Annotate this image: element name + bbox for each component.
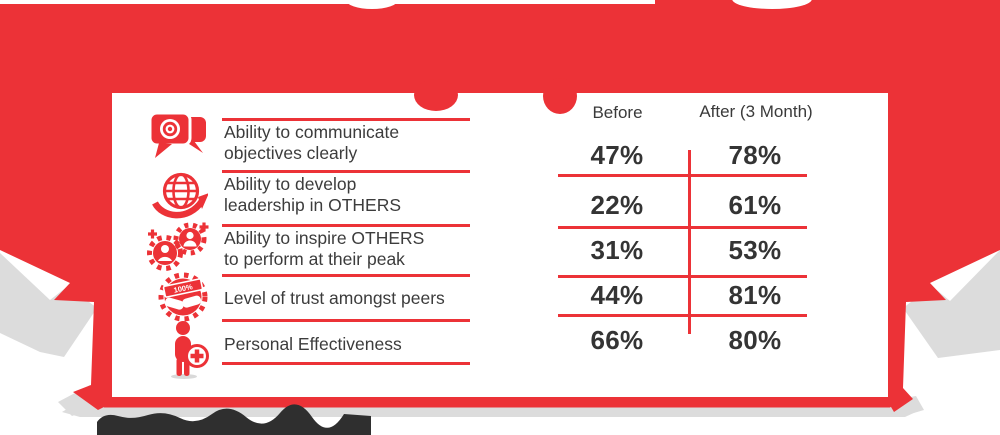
column-divider-line xyxy=(688,150,691,334)
after-value: 80% xyxy=(728,325,782,355)
value-divider-line xyxy=(558,314,807,317)
column-header-after: After (3 Month) xyxy=(699,102,813,121)
before-value: 66% xyxy=(590,325,644,355)
after-value: 81% xyxy=(728,280,782,310)
before-value: 31% xyxy=(590,235,644,265)
label-divider-line xyxy=(222,319,470,322)
label-divider-line xyxy=(222,362,470,365)
value-divider-line xyxy=(558,275,807,278)
label-divider-line xyxy=(222,274,470,277)
after-value: 78% xyxy=(728,140,782,170)
inspire-gears-icon xyxy=(144,220,210,272)
before-value: 47% xyxy=(590,140,644,170)
left-hand-shadow-shape xyxy=(0,253,97,357)
right-hand-shadow-shape xyxy=(903,250,1000,358)
row-label: Ability to inspire OTHERS to perform at … xyxy=(224,228,484,270)
personal-effectiveness-icon xyxy=(164,320,210,380)
row-label-line: Ability to develop xyxy=(224,174,357,194)
bottom-red-bar xyxy=(100,396,906,408)
stats-card xyxy=(112,93,888,397)
seal-badge-text: 100% xyxy=(173,282,194,295)
label-divider-line xyxy=(222,170,470,173)
value-divider-line xyxy=(558,174,807,177)
row-label-line: objectives clearly xyxy=(224,143,358,163)
after-value: 53% xyxy=(728,235,782,265)
value-divider-line xyxy=(558,226,807,229)
right-red-band xyxy=(888,0,1000,412)
before-value: 22% xyxy=(590,190,644,220)
label-divider-line xyxy=(222,224,470,227)
row-label-line: Ability to inspire OTHERS xyxy=(224,228,425,248)
row-label-line: Ability to communicate xyxy=(224,122,400,142)
top-red-band xyxy=(0,4,1000,93)
row-label: Level of trust amongst peers xyxy=(224,288,484,309)
row-label: Personal Effectiveness xyxy=(224,334,484,355)
row-label: Ability to communicate objectives clearl… xyxy=(224,122,484,164)
left-red-band xyxy=(0,4,112,410)
top-notch-right xyxy=(732,0,812,9)
top-red-bleed xyxy=(655,0,1000,8)
global-leadership-icon xyxy=(152,167,208,223)
row-label: Ability to develop leadership in OTHERS xyxy=(224,174,484,216)
row-label-line: Level of trust amongst peers xyxy=(224,288,445,308)
label-divider-line xyxy=(222,118,470,121)
row-label-line: leadership in OTHERS xyxy=(224,195,402,215)
column-header-before: Before xyxy=(592,103,643,122)
top-notch-left xyxy=(346,0,398,9)
row-label-line: Personal Effectiveness xyxy=(224,334,402,354)
communication-icon xyxy=(148,112,210,164)
after-value: 61% xyxy=(728,190,782,220)
row-label-line: to perform at their peak xyxy=(224,249,405,269)
cutoff-caption-shape xyxy=(97,404,371,435)
trust-handshake-icon: 100% xyxy=(154,268,212,326)
before-value: 44% xyxy=(590,280,644,310)
